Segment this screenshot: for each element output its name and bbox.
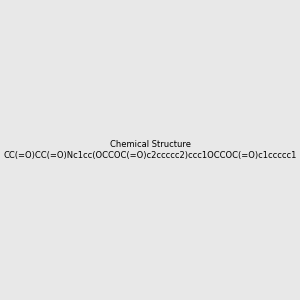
Text: Chemical Structure
CC(=O)CC(=O)Nc1cc(OCCOC(=O)c2ccccc2)ccc1OCCOC(=O)c1ccccc1: Chemical Structure CC(=O)CC(=O)Nc1cc(OCC… <box>3 140 297 160</box>
